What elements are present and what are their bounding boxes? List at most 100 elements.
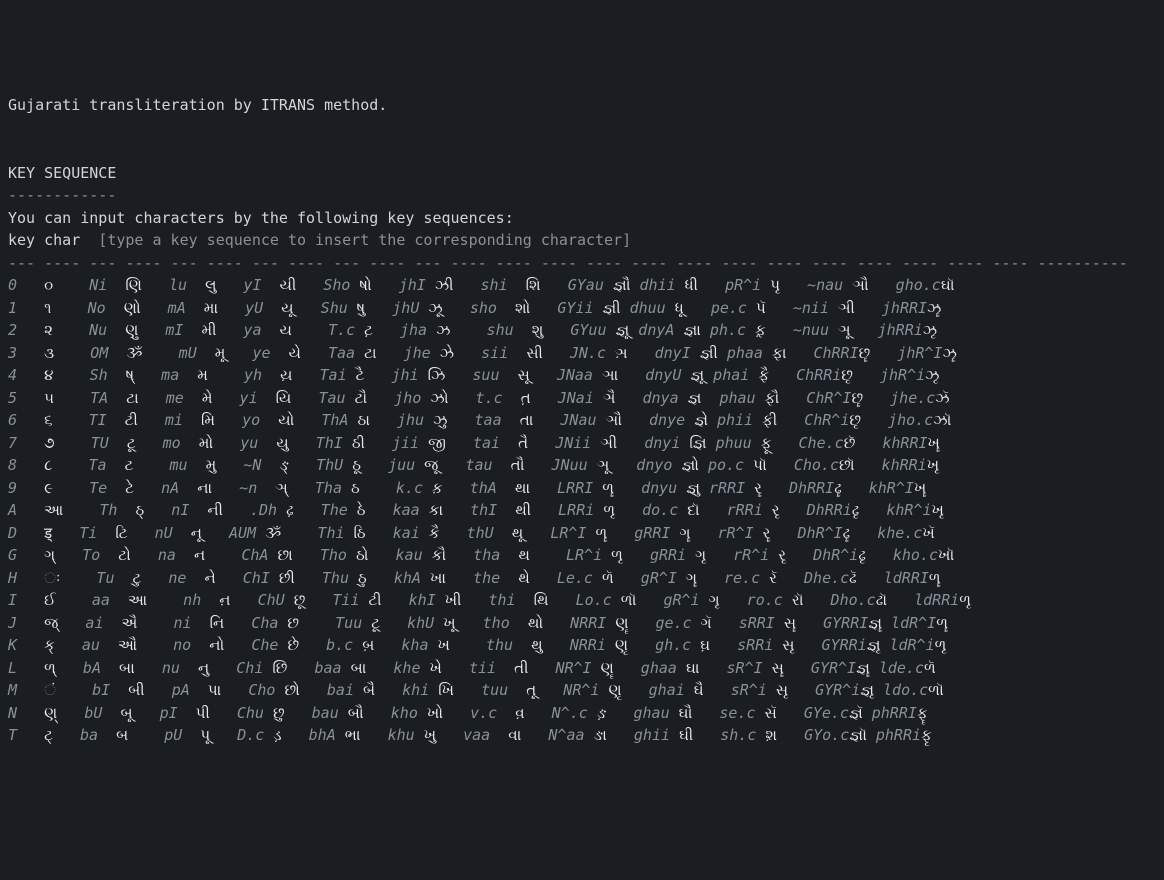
char-cell: ઝ [436, 321, 486, 339]
key-cell: jhU [392, 299, 428, 317]
key-cell: Cho [248, 681, 284, 699]
char-cell: ખૅ [922, 524, 961, 542]
char-cell: ફૌ [765, 389, 807, 407]
table-row: A આ Th ઠ્ nI ની .Dh ઢ઼ The ઠે kaa કા thI… [8, 499, 1156, 522]
char-cell: ઞૌ [606, 411, 649, 429]
char-cell: પૃ [770, 276, 807, 294]
char-cell: જ્ઞૃ [860, 681, 883, 699]
key-cell: aa [92, 591, 128, 609]
char-cell: ઞ્ [275, 479, 315, 497]
char-cell: ફૃ [921, 726, 959, 744]
char-cell: ક્ [44, 636, 82, 654]
char-cell [1004, 726, 1049, 744]
table-row: 8 ૮ Ta ટ mu મુ ~N ઙ્ ThU ઠૂ juu જૂ tau ત… [8, 454, 1156, 477]
char-cell: ૨ [44, 321, 89, 339]
key-cell: dnyo [636, 456, 681, 474]
key-cell: yi [240, 389, 276, 407]
key-cell: phRRI [872, 704, 917, 722]
char-cell: ઝી [435, 276, 481, 294]
key-cell: suu [472, 366, 517, 384]
char-cell: યી [280, 276, 324, 294]
char-cell: ટા [126, 389, 166, 407]
key-cell: do.c [642, 501, 687, 519]
key-cell: sR^I [727, 659, 772, 677]
key-cell [967, 366, 1012, 384]
key-cell: Lo.c [576, 591, 621, 609]
key-cell: khR^I [869, 479, 914, 497]
char-cell: ખિ [438, 681, 481, 699]
key-cell [998, 591, 1043, 609]
char-cell: સૄ [784, 614, 823, 632]
key-cell: D [8, 524, 44, 542]
key-cell: 3 [8, 344, 44, 362]
key-cell: DhRRI [789, 479, 834, 497]
char-cell: ફ઼ [755, 321, 793, 339]
char-cell: ખૃ [932, 501, 971, 519]
key-cell: Le.c [557, 569, 602, 587]
char-cell: ફા [772, 344, 813, 362]
char-cell: ધૂ [675, 299, 711, 317]
key-cell: jhe [404, 344, 440, 362]
key-cell: khI [409, 591, 445, 609]
key-cell: lde.c [879, 659, 924, 677]
key-cell: phii [717, 411, 762, 429]
key-cell: yU [245, 299, 281, 317]
key-cell: b.c [326, 636, 362, 654]
key-cell: Che.c [799, 434, 844, 452]
key-cell: 2 [8, 321, 44, 339]
key-cell: GYuu [570, 321, 615, 339]
char-cell: ં [44, 681, 92, 699]
char-cell: નુ [198, 659, 236, 677]
key-cell: DhRRi [807, 501, 852, 519]
char-cell: ૮ [44, 456, 88, 474]
key-cell: No [88, 299, 124, 317]
key-cell: jhRRi [878, 321, 923, 339]
key-cell: J [8, 614, 44, 632]
char-cell: ખે [430, 659, 469, 677]
key-cell: dnyU [645, 366, 690, 384]
char-cell: પૉ [753, 456, 794, 474]
key-cell: dhii [640, 276, 685, 294]
key-cell: nI [171, 501, 207, 519]
table-row: 4 ૪ Sh ષ્ ma મ yh ય઼ Tai ટૈ jhi ઝિ suu સ… [8, 364, 1156, 387]
key-cell: khA [394, 569, 430, 587]
char-cell: ણૃ [615, 636, 655, 654]
section-underline: ------------ [8, 186, 116, 204]
key-cell: Te [89, 479, 125, 497]
char-cell: કા [429, 501, 470, 519]
char-cell: ય઼ [280, 366, 319, 384]
key-cell [967, 434, 1012, 452]
key-cell [978, 411, 1023, 429]
char-cell: નો [209, 636, 251, 654]
char-cell: જ્ઞી [700, 344, 727, 362]
char-cell: ड् [44, 524, 79, 542]
key-cell: kho.c [893, 546, 938, 564]
key-cell [966, 456, 1011, 474]
key-cell: ye [252, 344, 288, 362]
char-cell: ખૄ [928, 434, 967, 452]
char-cell: ઝૂ [428, 299, 469, 317]
char-cell: ળૄ [596, 524, 635, 542]
key-cell: jhi [391, 366, 427, 384]
char-cell: બા [119, 659, 162, 677]
char-cell [1011, 456, 1056, 474]
char-cell: પૅ [756, 299, 793, 317]
char-cell: ઘી [679, 726, 720, 744]
key-cell: ldRRI [884, 569, 929, 587]
key-cell: jii [392, 434, 428, 452]
char-cell: ઝૃ [925, 366, 966, 384]
char-cell: ળ્ [44, 659, 83, 677]
table-row: K ક્ au ઔ no નો Che છે b.c બ઼ kha ખ thu … [8, 634, 1156, 657]
key-cell: jhR^I [897, 344, 942, 362]
key-cell: LRRI [557, 479, 602, 497]
key-cell: ro.c [747, 591, 792, 609]
char-cell: ઞી [838, 299, 882, 317]
key-cell: ai [85, 614, 121, 632]
char-cell: ળૄ [602, 479, 641, 497]
char-cell: ખુ [424, 726, 463, 744]
key-cell: NRRI [570, 614, 615, 632]
char-cell: છૄ [851, 389, 890, 407]
char-cell: જ્ઞુ [686, 479, 709, 497]
key-cell: sh.c [720, 726, 765, 744]
char-cell: ટ઼ [364, 321, 400, 339]
